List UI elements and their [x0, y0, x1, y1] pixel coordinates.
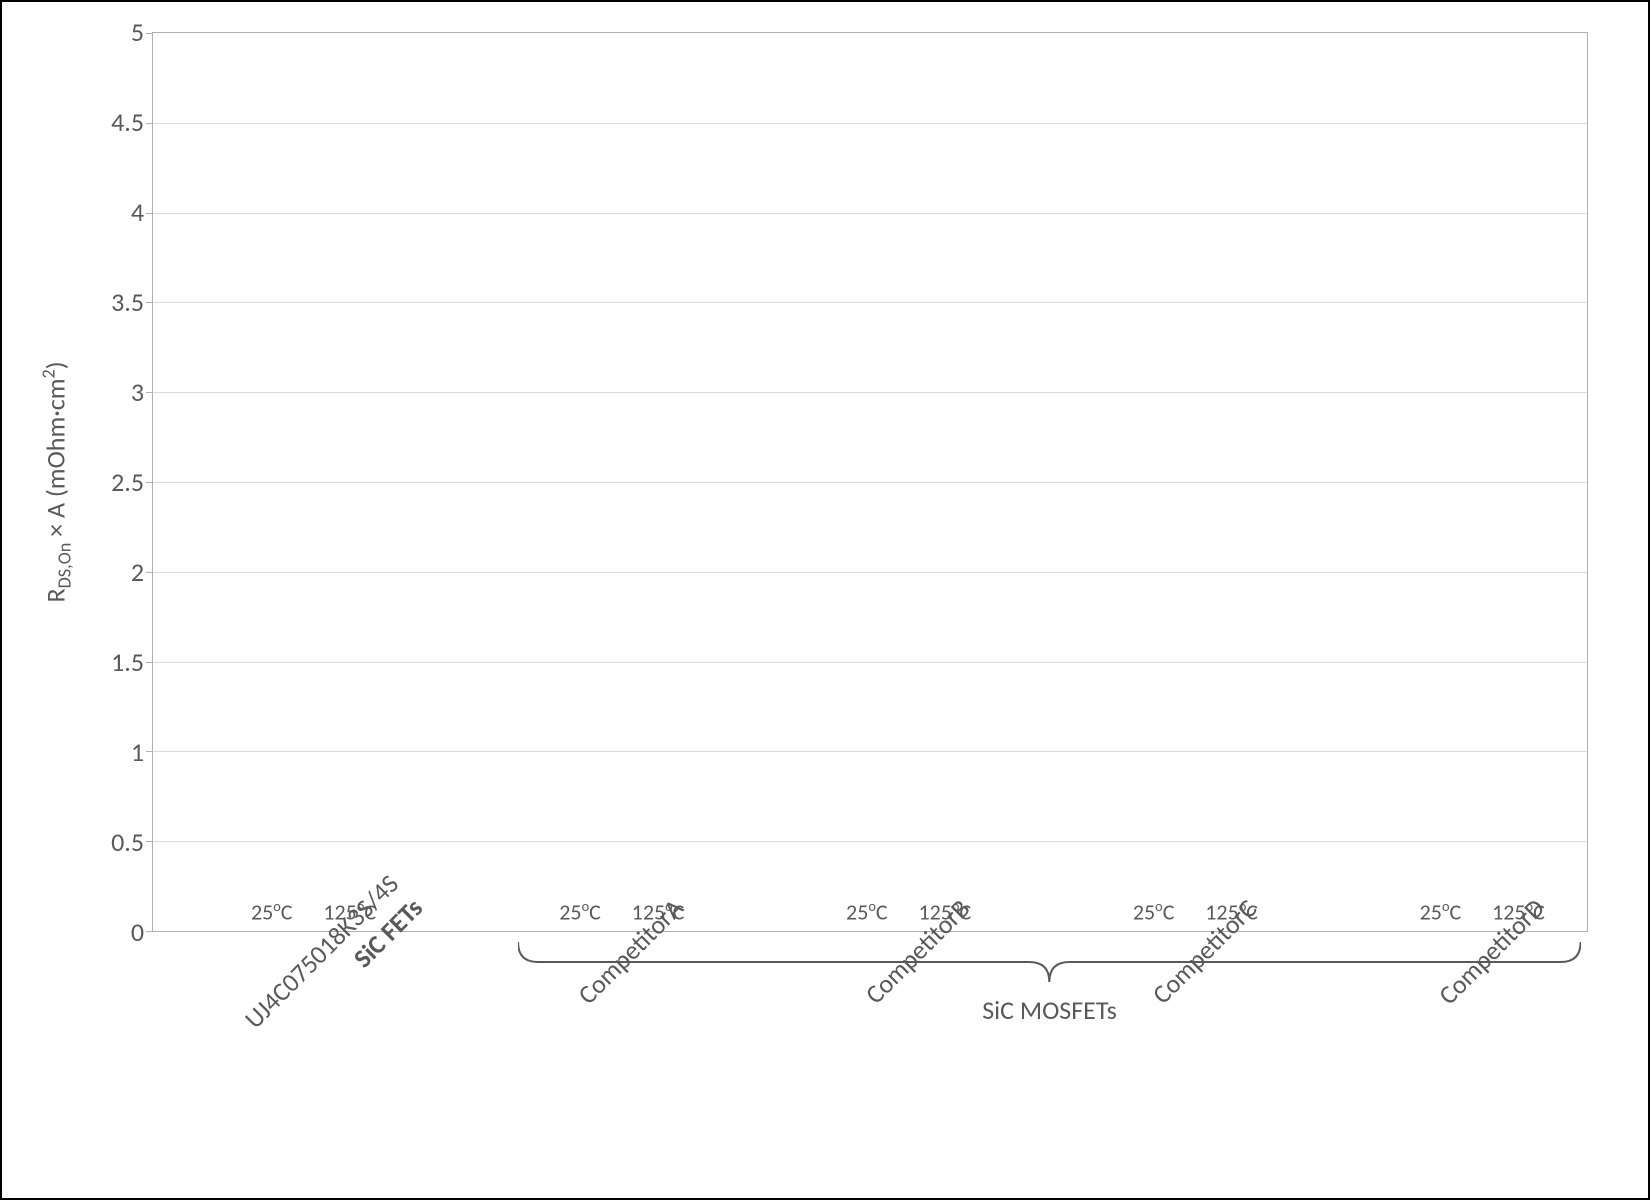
y-tick-mark — [146, 302, 153, 303]
bar-data-label: 25oC — [251, 897, 293, 925]
bar-data-label: 125oC — [918, 897, 971, 925]
gridline — [153, 662, 1587, 663]
y-tick-mark — [146, 662, 153, 663]
gridline — [153, 123, 1587, 124]
bar-data-label: 125oC — [1205, 897, 1258, 925]
gridline — [153, 392, 1587, 393]
y-tick-label: 0.5 — [111, 826, 144, 858]
y-tick-label: 3 — [131, 376, 144, 408]
y-tick-mark — [146, 123, 153, 124]
chart-body: RDS,On × A (mOhm·cm2) 00.511.522.533.544… — [32, 32, 1588, 932]
y-tick-label: 2 — [131, 556, 144, 588]
y-axis-label: RDS,On × A (mOhm·cm2) — [38, 361, 76, 602]
y-axis-label-wrap: RDS,On × A (mOhm·cm2) — [32, 32, 82, 932]
y-axis-ticks: 00.511.522.533.544.55 — [82, 32, 152, 932]
y-tick-label: 0 — [131, 916, 144, 948]
y-tick-mark — [146, 841, 153, 842]
gridline — [153, 213, 1587, 214]
y-tick-label: 1 — [131, 736, 144, 768]
bar-data-label: 125oC — [323, 897, 376, 925]
brace-icon — [518, 942, 1581, 992]
chart-frame: RDS,On × A (mOhm·cm2) 0 0.5 1 1.5 2 2.5 3 3.5 4 4… — [0, 0, 1650, 1200]
y-tick-label: 3.5 — [111, 286, 144, 318]
y-tick-label: 2.5 — [111, 466, 144, 498]
bar-data-label: 125oC — [1492, 897, 1545, 925]
y-tick-mark — [146, 572, 153, 573]
y-tick-mark — [146, 392, 153, 393]
bar-data-label: 125oC — [632, 897, 685, 925]
bar-data-label: 25oC — [559, 897, 601, 925]
gridline — [153, 482, 1587, 483]
y-tick-label: 1.5 — [111, 646, 144, 678]
gridline — [153, 572, 1587, 573]
gridline — [153, 302, 1587, 303]
gridline — [153, 841, 1587, 842]
y-tick-mark — [146, 33, 153, 34]
y-tick-mark — [146, 751, 153, 752]
bar-data-label: 25oC — [846, 897, 888, 925]
brace-label: SiC MOSFETs — [982, 994, 1117, 1026]
y-tick-mark — [146, 213, 153, 214]
y-tick-label: 4 — [131, 196, 144, 228]
gridline — [153, 751, 1587, 752]
y-tick-label: 5 — [131, 16, 144, 48]
bar-data-label: 25oC — [1133, 897, 1175, 925]
y-tick-mark — [146, 482, 153, 483]
x-axis-labels: UJ4C075018K3S/4SSiC FETsCompetitorACompe… — [152, 932, 1588, 1132]
brace-group: SiC MOSFETs — [518, 942, 1581, 992]
y-tick-label: 4.5 — [111, 106, 144, 138]
bar-data-label: 25oC — [1420, 897, 1462, 925]
plot-area: 25oC 125oC 25oC 125oC 25oC 125oC 25oC 125oC 25oC… — [152, 32, 1588, 932]
